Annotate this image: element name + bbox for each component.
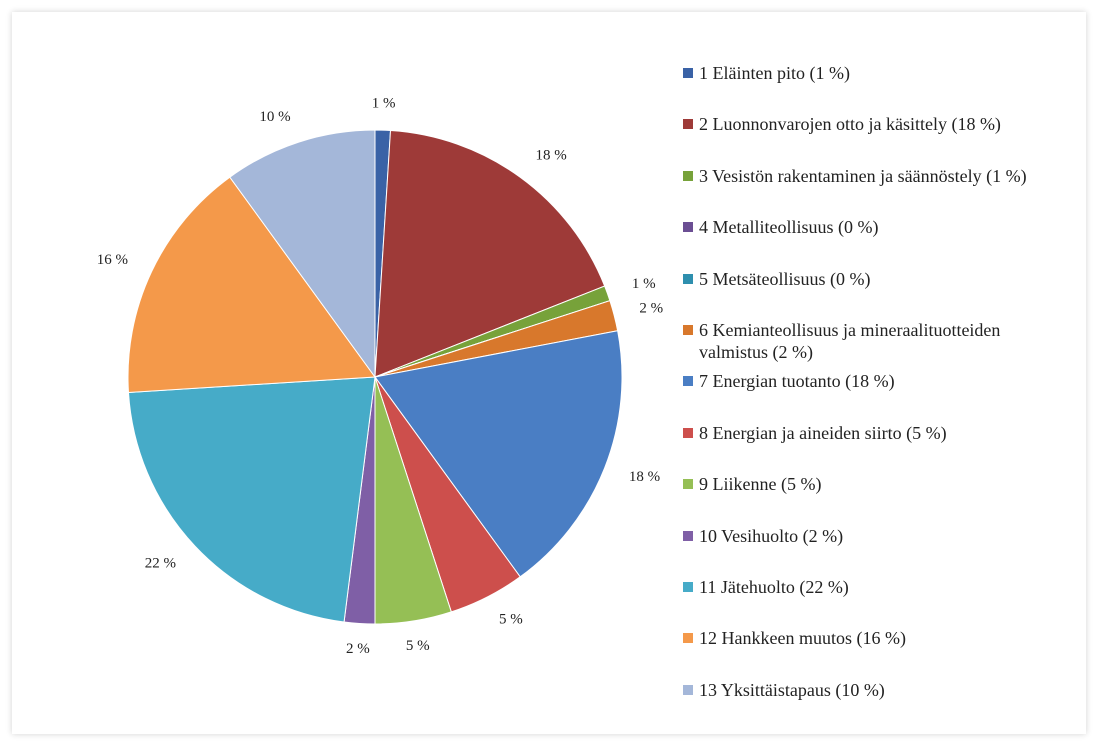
pie-slice [229, 129, 376, 379]
legend-item: 8 Energian ja aineiden siirto (5 %) [683, 422, 1059, 444]
legend-label: 8 Energian ja aineiden siirto (5 %) [699, 422, 947, 443]
pie-slice [374, 129, 606, 378]
data-label: 1 % [632, 276, 656, 292]
legend-swatch [683, 119, 693, 130]
legend-label: 1 Eläinten pito (1 %) [699, 63, 850, 83]
legend-item: 11 Jätehuolto (22 %) [683, 576, 1059, 598]
legend-label: 6 Kemianteollisuus ja mineraalituotteide… [699, 320, 1001, 362]
legend-item: 6 Kemianteollisuus ja mineraalituotteide… [683, 319, 1059, 363]
legend-swatch [683, 582, 693, 592]
legend-item: 5 Metsäteollisuus (0 %) [683, 268, 1059, 290]
data-label: 10 % [259, 109, 290, 125]
legend-label: 12 Hankkeen muutos (16 %) [699, 628, 906, 649]
legend-item: 3 Vesistön rakentaminen ja säännöstely (… [683, 165, 1059, 187]
legend-swatch [683, 68, 693, 78]
legend-swatch [683, 633, 693, 644]
pie-slice [127, 376, 376, 623]
legend-item: 12 Hankkeen muutos (16 %) [683, 627, 1059, 649]
legend-label: 5 Metsäteollisuus (0 %) [699, 268, 871, 289]
legend-label: 2 Luonnonvarojen otto ja käsittely (18 %… [699, 114, 1001, 135]
legend-swatch [683, 325, 693, 335]
legend-item: 4 Metalliteollisuus (0 %) [683, 216, 1059, 238]
legend-label: 4 Metalliteollisuus (0 %) [699, 217, 879, 238]
legend-swatch [683, 530, 693, 541]
data-label: 16 % [97, 252, 128, 268]
data-label: 22 % [145, 555, 176, 571]
legend-swatch [683, 376, 693, 387]
legend-item: 9 Liikenne (5 %) [683, 473, 1059, 495]
legend-item: 1 Eläinten pito (1 %) [683, 62, 1059, 84]
data-label: 18 % [629, 469, 660, 485]
data-label: 2 % [639, 301, 663, 317]
legend-swatch [683, 273, 693, 284]
data-label: 1 % [372, 96, 396, 112]
legend-label: 7 Energian tuotanto (18 %) [699, 371, 895, 392]
legend-label: 9 Liikenne (5 %) [699, 474, 822, 495]
legend-label: 3 Vesistön rakentaminen ja säännöstely (… [699, 165, 1027, 186]
legend-label: 10 Vesihuolto (2 %) [699, 525, 844, 546]
pie-slice [374, 330, 623, 578]
data-label: 2 % [346, 641, 370, 657]
legend-item: 10 Vesihuolto (2 %) [683, 525, 1059, 547]
pie-slice [127, 176, 376, 394]
data-label: 5 % [499, 612, 523, 628]
legend-swatch [683, 479, 693, 490]
legend-label: 13 Yksittäistapaus (10 %) [699, 679, 885, 700]
legend-swatch [683, 427, 693, 438]
legend-label: 11 Jätehuolto (22 %) [699, 577, 849, 597]
legend-item: 7 Energian tuotanto (18 %) [683, 370, 1059, 392]
legend-item: 13 Yksittäistapaus (10 %) [683, 679, 1059, 701]
legend-item: 2 Luonnonvarojen otto ja käsittely (18 %… [683, 113, 1059, 135]
data-label: 18 % [535, 148, 566, 164]
legend-swatch [683, 170, 693, 181]
legend-swatch [683, 684, 693, 695]
legend-swatch [683, 222, 693, 233]
data-label: 5 % [406, 638, 430, 654]
